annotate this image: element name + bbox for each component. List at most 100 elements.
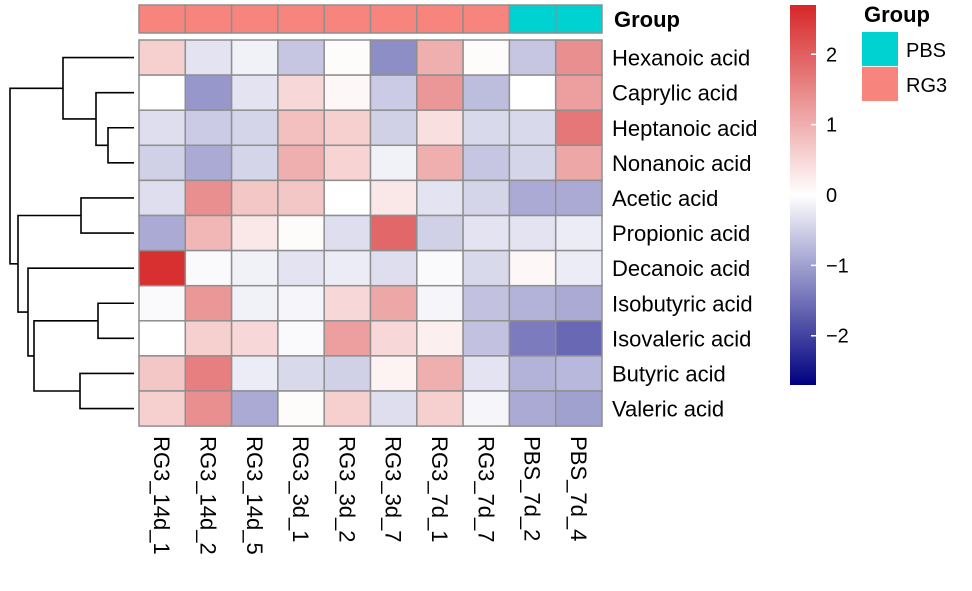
row-label: Decanoic acid [612,256,750,281]
dendrogram-branch [79,372,134,410]
row-label: Isobutyric acid [612,291,753,316]
heatmap-cell [508,355,557,392]
annotation-cell [138,4,187,34]
row-dendrogram [9,56,134,410]
heatmap-cell [508,320,557,357]
heatmap-cell [138,214,187,252]
row-label: Heptanoic acid [612,116,758,141]
heatmap-cell [277,355,325,392]
heatmap-cell [323,214,372,252]
column-label: RG3_14d_5 [242,436,267,555]
heatmap-cell [277,179,325,217]
legend-label: PBS [906,40,946,62]
heatmap-cell [138,39,187,76]
heatmap-cell [554,249,603,287]
heatmap-cell [138,284,187,322]
heatmap-cell [369,355,418,392]
row-label: Nonanoic acid [612,151,751,176]
heatmap-cell [416,355,464,392]
heatmap-cell [184,179,233,217]
row-label: Acetic acid [612,186,718,211]
heatmap-cell [138,390,187,427]
dendrogram-branch [9,87,63,265]
heatmap-cell [184,355,233,392]
group-annotation-bar [138,4,603,34]
heatmap-cell [138,355,187,392]
heatmap-cell [554,144,603,182]
heatmap-cell [554,390,603,427]
heatmap-cell [323,390,372,427]
dendrogram-branch [97,302,134,340]
heatmap-cell [508,109,557,147]
heatmap-cell [416,109,464,147]
heatmap-cell [554,74,603,111]
heatmap-cell [184,320,233,357]
heatmap-cell [369,249,418,287]
heatmap-cell [138,179,187,217]
heatmap-cell [323,355,372,392]
annotation-cell [230,4,279,34]
heatmap-cell [554,284,603,322]
heatmap-cell [277,390,325,427]
dendrogram-branch [95,91,134,147]
column-label: RG3_3d_7 [381,436,406,542]
heatmap-cell [138,109,187,147]
heatmap-cell [508,144,557,182]
heatmap-cell [369,390,418,427]
heatmap-cell [462,284,511,322]
legend-swatch [862,67,898,101]
heatmap-cell [416,214,464,252]
heatmap-cell [416,39,464,76]
heatmap-cell [554,109,603,147]
heatmap-cell [230,74,279,111]
row-label: Hexanoic acid [612,46,750,71]
heatmap-cell [508,214,557,252]
heatmap-cell [230,109,279,147]
heatmap-cell [508,74,557,111]
heatmap-cell [277,39,325,76]
heatmap-cell [184,284,233,322]
heatmap-cell [323,74,372,111]
heatmap-cell [416,144,464,182]
heatmap-cell [462,390,511,427]
colorbar-tick-label: 2 [826,44,837,66]
heatmap-cell [554,179,603,217]
annotation-cell [508,4,557,34]
column-label: RG3_3d_2 [334,436,359,542]
colorbar-tick-label: −2 [826,326,849,348]
heatmap-cell [323,284,372,322]
heatmap-cell [138,320,187,357]
column-label: PBS_7d_2 [520,436,545,541]
heatmap-cell [184,144,233,182]
heatmap-cell [508,39,557,76]
legend-title: Group [864,2,930,27]
heatmap-cell [277,214,325,252]
column-label: RG3_7d_7 [473,436,498,542]
heatmap-cell [462,39,511,76]
heatmap-cell [508,284,557,322]
colorbar-tick-label: 1 [826,115,837,137]
heatmap-cell [184,390,233,427]
annotation-cell [323,4,372,34]
row-label: Butyric acid [612,361,726,386]
heatmap-cell [416,284,464,322]
column-label: RG3_3d_1 [288,436,313,542]
heatmap-cell [323,249,372,287]
heatmap-cell [138,144,187,182]
heatmap-cell [462,109,511,147]
heatmap-cell [462,74,511,111]
heatmap-cell [416,74,464,111]
colorbar-tick-label: 0 [826,185,837,207]
heatmap-cell [369,284,418,322]
heatmap-cell [184,39,233,76]
legend-swatch [862,32,898,66]
heatmap-cell [369,74,418,111]
heatmap-cell [277,109,325,147]
heatmap-cell [462,179,511,217]
dendrogram-branch [62,56,134,120]
column-label: RG3_14d_1 [149,436,174,555]
heatmap-cell [369,144,418,182]
heatmap-cell [184,249,233,287]
heatmap-cell [277,144,325,182]
heatmap-cell [554,320,603,357]
